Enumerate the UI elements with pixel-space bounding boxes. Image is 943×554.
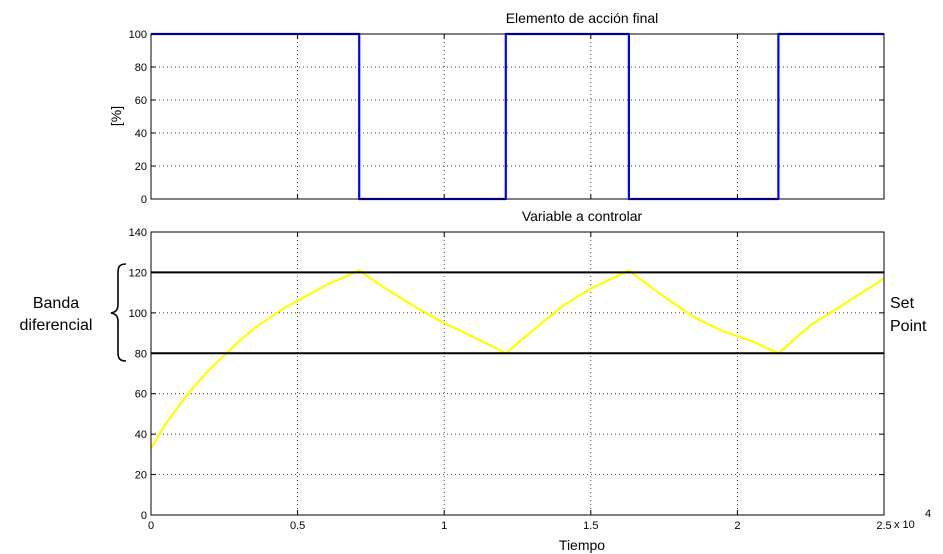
- setpoint-label-line1: Set: [890, 295, 915, 312]
- x-tick-label: 1.5: [583, 520, 598, 532]
- x-tick-label: 0: [148, 520, 154, 532]
- x-exponent-base: x 10: [894, 519, 915, 531]
- top-plot: 0 20 40 60 80 100 Elemento de acción final [%…: [108, 10, 885, 206]
- x-tick-label: 1: [441, 520, 447, 532]
- bottom-ticks: 0 20 40 60 80 100 120 140 0 0.5 1 1.5 2 2.5: [129, 227, 892, 532]
- y-tick-label: 100: [129, 308, 147, 320]
- x-exponent-power: 4: [925, 508, 931, 520]
- y-tick-label: 60: [135, 389, 147, 401]
- top-plot-title: Elemento de acción final: [506, 10, 659, 26]
- top-ticks: 0 20 40 60 80 100: [129, 29, 885, 206]
- top-plot-frame: [150, 33, 885, 200]
- y-tick-label: 100: [129, 29, 147, 41]
- y-tick-label: 120: [129, 267, 147, 279]
- setpoint-label-line2: Point: [890, 318, 927, 335]
- bottom-plot-area: [151, 232, 884, 515]
- band-label-line2: diferencial: [20, 317, 93, 334]
- y-tick-label: 0: [141, 510, 147, 522]
- bottom-series: [150, 269, 885, 449]
- y-tick-label: 0: [141, 194, 147, 206]
- x-tick-label: 0.5: [290, 520, 305, 532]
- bottom-plot-frame: [150, 231, 885, 516]
- y-tick-label: 140: [129, 227, 147, 239]
- bottom-plot-xlabel: Tiempo: [559, 537, 605, 553]
- top-plot-ylabel: [%]: [108, 106, 124, 126]
- bottom-plot: 0 20 40 60 80 100 120 140 0 0.5 1 1.5 2 2.5 Variable …: [20, 208, 932, 553]
- y-tick-label: 20: [135, 161, 147, 173]
- bottom-plot-title: Variable a controlar: [522, 208, 643, 224]
- y-tick-label: 60: [135, 95, 147, 107]
- band-brace: [110, 263, 127, 362]
- y-tick-label: 40: [135, 128, 147, 140]
- x-tick-label: 2: [734, 520, 740, 532]
- band-label-line1: Banda: [33, 295, 79, 312]
- x-tick-label: 2.5: [876, 520, 891, 532]
- y-tick-label: 40: [135, 429, 147, 441]
- y-tick-label: 20: [135, 470, 147, 482]
- y-tick-label: 80: [135, 62, 147, 74]
- y-tick-label: 80: [135, 348, 147, 360]
- top-plot-area: [151, 34, 884, 199]
